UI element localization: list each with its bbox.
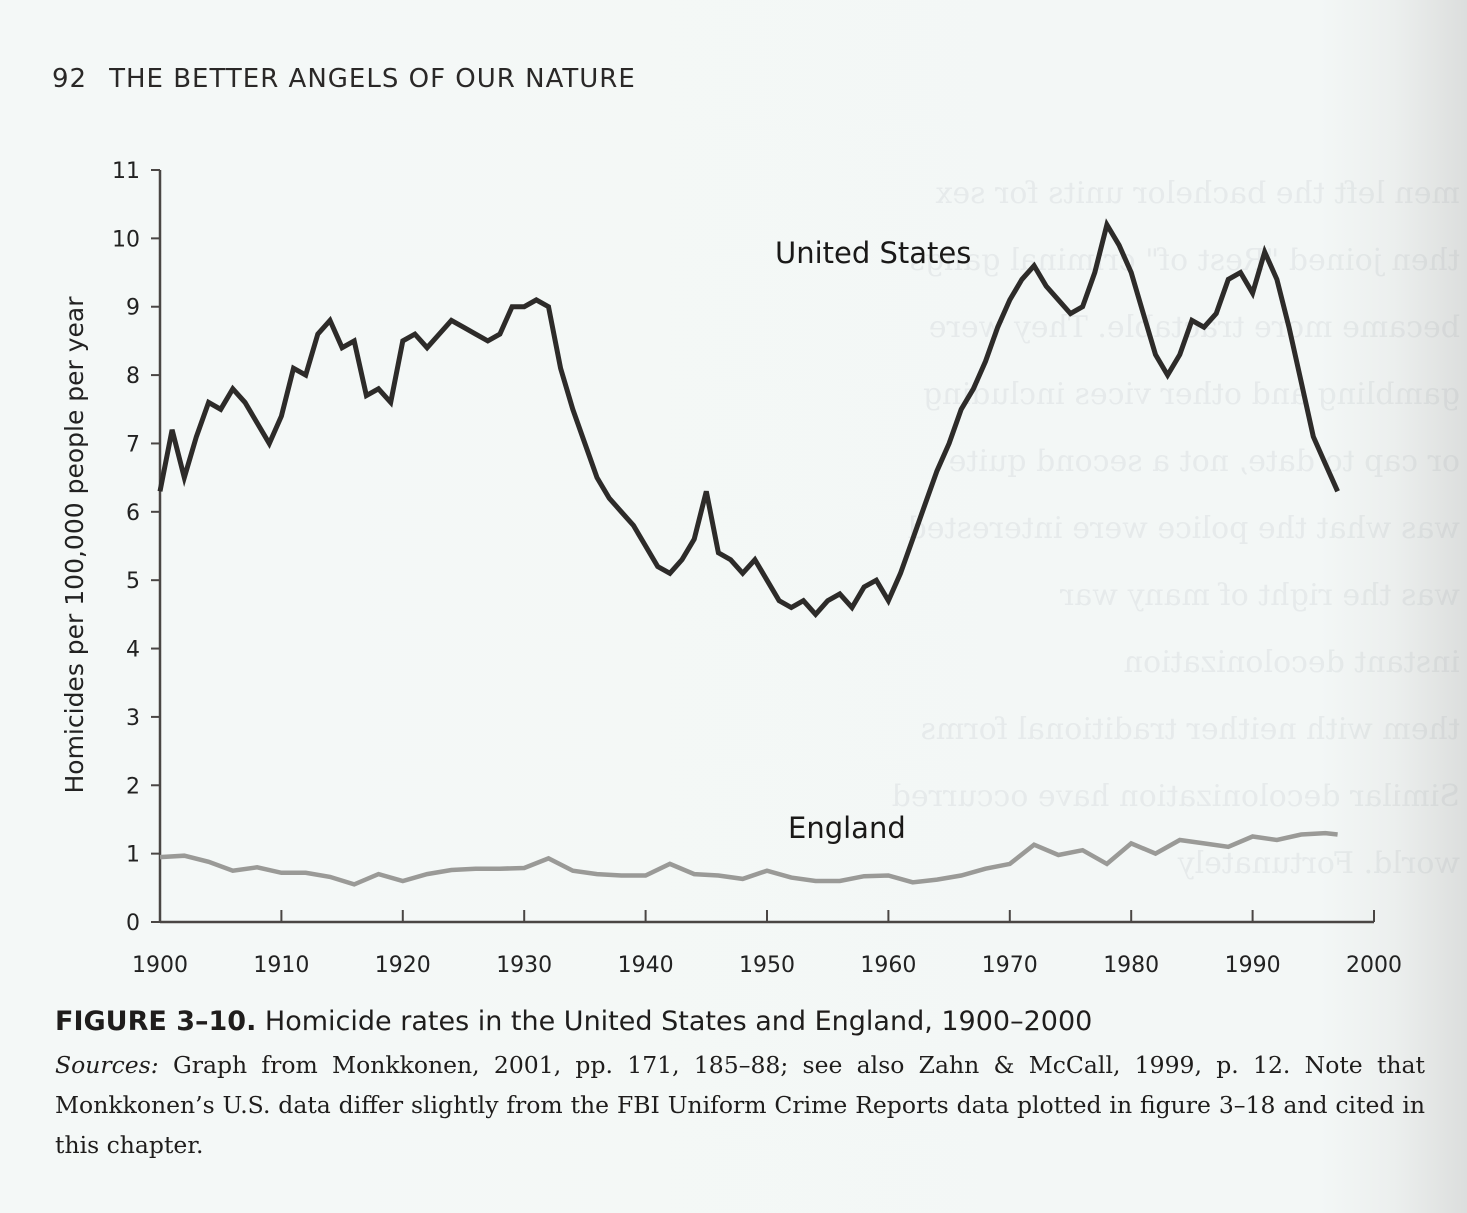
y-tick-label: 9 (126, 296, 140, 321)
y-tick-label: 6 (126, 501, 140, 526)
y-tick-label: 1 (126, 843, 140, 868)
x-tick-label: 1930 (496, 953, 552, 978)
figure-caption: FIGURE 3–10. Homicide rates in the Unite… (55, 1006, 1425, 1165)
series-layer (157, 218, 1340, 887)
series-label-united-states: United States (775, 236, 971, 270)
y-tick-label: 7 (126, 432, 140, 457)
x-tick-label: 1960 (860, 953, 916, 978)
x-tick-label: 1990 (1225, 953, 1281, 978)
running-head: 92 THE BETTER ANGELS OF OUR NATURE (52, 64, 636, 94)
series-label-england: England (788, 811, 906, 845)
y-axis-label: Homicides per 100,000 people per year (60, 296, 89, 794)
y-tick-label: 4 (126, 638, 140, 663)
x-tick-label: 1980 (1103, 953, 1159, 978)
series-line-england (159, 830, 1338, 887)
sources-text: Graph from Monkkonen, 2001, pp. 171, 185… (55, 1051, 1425, 1159)
x-tick-label: 2000 (1346, 953, 1402, 978)
figure-title: Homicide rates in the United States and … (264, 1006, 1093, 1037)
page-number: 92 (52, 64, 88, 94)
x-tick-label: 1970 (982, 953, 1038, 978)
x-tick-label: 1910 (253, 953, 309, 978)
x-axis: 1900 1910 1920 1930 1940 1950 1960 1970 1980 1990… (132, 910, 1402, 978)
y-tick-label: 0 (126, 911, 140, 936)
x-tick-label: 1900 (132, 953, 188, 978)
y-tick-label: 3 (126, 706, 140, 731)
y-tick-label: 10 (112, 227, 140, 252)
y-axis: 0 1 2 3 4 5 6 7 8 9 10 11 (112, 159, 162, 936)
sources-label: Sources: (55, 1051, 159, 1079)
series-line-united-states (157, 218, 1340, 619)
caption-sources: Sources: Graph from Monkkonen, 2001, pp.… (55, 1045, 1425, 1165)
y-tick-label: 2 (126, 774, 140, 799)
y-tick-label: 8 (126, 364, 140, 389)
book-title: THE BETTER ANGELS OF OUR NATURE (109, 64, 636, 94)
x-tick-label: 1920 (375, 953, 431, 978)
y-tick-label: 11 (112, 159, 140, 184)
figure-number: FIGURE 3–10. (55, 1006, 257, 1037)
y-tick-label: 5 (126, 569, 140, 594)
x-tick-label: 1940 (618, 953, 674, 978)
x-tick-label: 1950 (739, 953, 795, 978)
caption-title: FIGURE 3–10. Homicide rates in the Unite… (55, 1006, 1425, 1037)
